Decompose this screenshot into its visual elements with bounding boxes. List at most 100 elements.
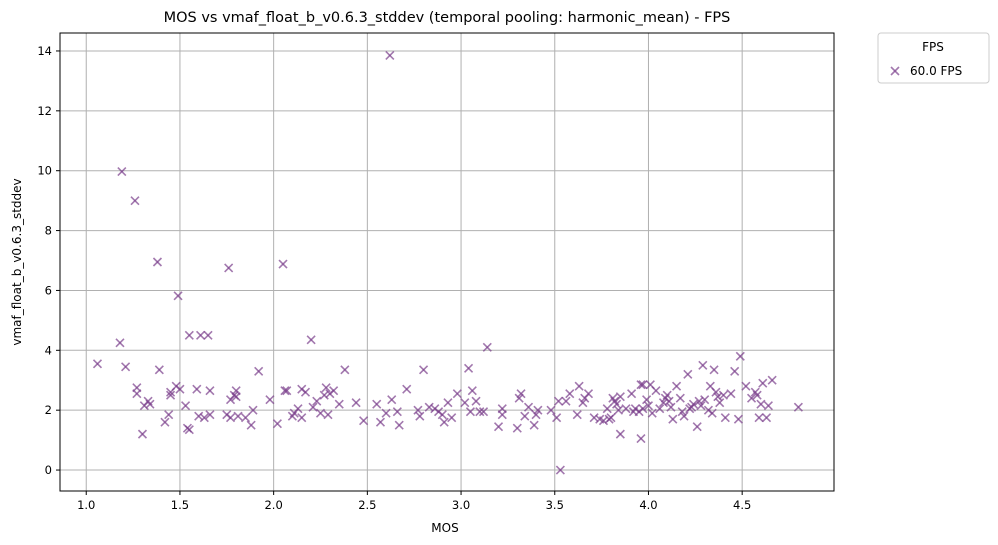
legend-marker-x-icon — [890, 66, 900, 76]
x-tick-label: 1.0 — [77, 498, 95, 512]
data-point — [655, 404, 665, 414]
data-point — [465, 407, 475, 417]
data-point — [173, 291, 183, 301]
data-point — [529, 420, 539, 430]
x-tick-label: 2.0 — [264, 498, 282, 512]
data-point — [565, 389, 575, 399]
data-point — [463, 363, 474, 373]
data-point — [199, 413, 209, 423]
data-point — [225, 413, 236, 423]
data-point — [152, 257, 163, 267]
data-point — [392, 407, 402, 417]
data-point — [746, 393, 757, 403]
data-point — [589, 413, 599, 423]
data-point — [175, 384, 185, 394]
y-tick-label: 10 — [37, 164, 52, 178]
data-point — [160, 417, 170, 427]
data-point — [615, 429, 625, 439]
data-point — [130, 196, 140, 206]
data-point — [793, 402, 803, 412]
data-point — [533, 405, 543, 415]
y-axis-ticks: 0 2 4 6 8 10 12 14 — [37, 44, 60, 477]
data-point — [315, 408, 326, 418]
data-point — [715, 398, 725, 408]
data-point — [184, 330, 194, 340]
data-point — [231, 386, 241, 396]
data-point — [437, 410, 447, 420]
data-point — [561, 396, 571, 406]
data-point — [117, 167, 127, 177]
data-point — [572, 410, 582, 420]
data-point — [675, 393, 685, 403]
data-point — [475, 407, 485, 417]
data-point — [612, 399, 622, 409]
data-point — [233, 411, 243, 421]
plot-area — [59, 32, 835, 492]
data-point — [662, 390, 672, 400]
y-tick-label: 8 — [45, 224, 52, 238]
data-point — [523, 402, 534, 412]
data-point — [668, 414, 678, 424]
x-tick-label: 4.0 — [639, 498, 657, 512]
data-point — [598, 416, 609, 426]
data-point — [713, 392, 723, 402]
x-axis-label: MOS — [431, 521, 458, 535]
data-point — [184, 425, 194, 435]
data-point — [166, 390, 176, 400]
data-point — [224, 263, 234, 273]
data-point — [351, 398, 361, 408]
data-point — [709, 365, 719, 375]
data-point — [638, 404, 648, 414]
data-point — [413, 405, 423, 415]
data-point — [767, 375, 777, 385]
data-point — [439, 417, 449, 427]
data-point — [615, 392, 625, 402]
data-point — [300, 387, 311, 397]
data-point — [613, 405, 624, 415]
data-point — [195, 330, 206, 340]
data-point — [375, 417, 386, 427]
data-point — [121, 362, 131, 372]
grid — [60, 33, 834, 491]
data-point — [651, 386, 661, 396]
data-point — [679, 411, 689, 421]
x-tick-label: 4.5 — [733, 498, 751, 512]
data-point — [756, 399, 766, 409]
data-point — [340, 365, 350, 375]
x-tick-label: 2.5 — [358, 498, 376, 512]
data-point — [688, 399, 699, 409]
data-points — [92, 50, 803, 475]
data-point — [602, 404, 612, 414]
data-point — [192, 384, 202, 394]
data-point — [452, 389, 462, 399]
data-point — [132, 389, 142, 399]
data-point — [666, 402, 676, 412]
data-point — [647, 408, 657, 418]
data-point — [720, 413, 730, 423]
data-point — [334, 399, 344, 409]
data-point — [752, 390, 762, 400]
data-point — [180, 401, 191, 411]
data-point — [754, 413, 764, 423]
data-point — [733, 414, 743, 424]
data-point — [520, 411, 530, 421]
data-point — [387, 395, 397, 405]
data-point — [265, 395, 275, 405]
y-tick-label: 0 — [45, 463, 52, 477]
data-point — [718, 390, 728, 400]
data-point — [758, 378, 768, 388]
data-point — [512, 423, 522, 433]
data-point — [574, 381, 584, 391]
data-point — [115, 338, 125, 348]
data-point — [145, 399, 155, 409]
y-axis-label: vmaf_float_b_v0.6.3_stddev — [10, 178, 24, 345]
data-point — [553, 396, 564, 406]
data-point — [643, 401, 654, 411]
data-point — [555, 465, 565, 475]
data-point — [312, 396, 322, 406]
data-point — [254, 366, 264, 376]
data-point — [323, 410, 333, 420]
data-point — [516, 389, 526, 399]
data-point — [471, 396, 481, 406]
